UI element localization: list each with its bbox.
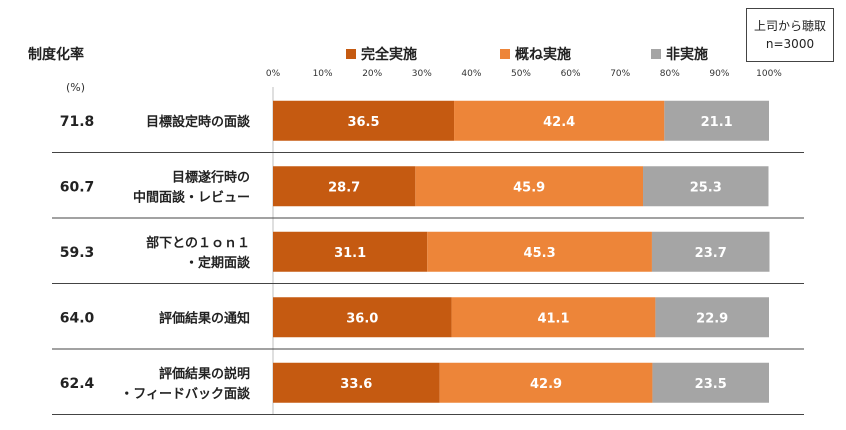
legend-swatch-0 — [346, 49, 356, 59]
legend-label-2: 非実施 — [666, 47, 708, 63]
row-rate-value: 60.7 — [60, 179, 95, 195]
row-rate-value: 71.8 — [60, 114, 95, 130]
category-label: 評価結果の通知 — [159, 310, 250, 326]
bar-segment — [664, 100, 769, 141]
data-label: 31.1 — [334, 246, 366, 261]
data-label: 23.7 — [695, 246, 727, 261]
note-line-1: 上司から聴取 — [753, 19, 826, 33]
bar-segment — [273, 166, 416, 207]
x-tick-label: 40% — [461, 69, 481, 79]
bar-segment — [451, 297, 656, 338]
bar-segment — [273, 231, 428, 272]
category-label: 中間面談・レビュー — [133, 189, 250, 205]
category-label: ・定期面談 — [185, 255, 251, 271]
data-label: 45.9 — [513, 180, 545, 195]
legend-label-1: 概ね実施 — [515, 47, 571, 63]
data-label: 36.5 — [347, 115, 379, 130]
unit-label: (%) — [66, 81, 86, 94]
data-label: 23.5 — [695, 377, 727, 392]
row-rate-value: 59.3 — [60, 245, 95, 261]
x-tick-label: 80% — [660, 69, 680, 79]
x-tick-label: 60% — [561, 69, 581, 79]
x-tick-label: 20% — [362, 69, 382, 79]
data-label: 42.9 — [530, 377, 562, 392]
row-rate-value: 62.4 — [60, 376, 95, 392]
sample-note-box: 上司から聴取 n=3000 — [746, 8, 834, 62]
legend-item-0: 完全実施 — [346, 44, 417, 64]
legend-label-0: 完全実施 — [361, 47, 417, 63]
data-label: 36.0 — [346, 311, 378, 326]
x-tick-label: 50% — [511, 69, 531, 79]
category-label: 目標遂行時の — [172, 169, 250, 185]
x-tick-label: 0% — [266, 69, 281, 79]
data-label: 25.3 — [690, 180, 722, 195]
x-tick-label: 30% — [412, 69, 432, 79]
category-label: 目標設定時の面談 — [146, 114, 251, 130]
data-label: 42.4 — [543, 115, 575, 130]
x-tick-label: 90% — [709, 69, 729, 79]
category-label: 部下との１ｏｎ１ — [146, 235, 250, 251]
bar-segment — [655, 297, 769, 338]
x-tick-label: 70% — [610, 69, 630, 79]
bar-segment — [454, 100, 665, 141]
legend-swatch-2 — [651, 49, 661, 59]
bar-segment — [273, 100, 455, 141]
legend-swatch-1 — [500, 49, 510, 59]
bar-segment — [427, 231, 652, 272]
data-label: 22.9 — [696, 311, 728, 326]
data-label: 45.3 — [524, 246, 556, 261]
data-label: 21.1 — [701, 115, 733, 130]
bar-segment — [651, 231, 770, 272]
legend-item-2: 非実施 — [651, 44, 708, 64]
chart-legend: 完全実施 概ね実施 非実施 — [0, 44, 846, 64]
category-label: 評価結果の説明 — [159, 366, 250, 382]
bar-segment — [415, 166, 644, 207]
bar-segment — [643, 166, 769, 207]
bar-segment — [273, 362, 440, 403]
data-label: 28.7 — [328, 180, 360, 195]
legend-item-1: 概ね実施 — [500, 44, 571, 64]
bar-segment — [273, 297, 452, 338]
bar-segment — [439, 362, 653, 403]
data-label: 33.6 — [340, 377, 372, 392]
row-rate-value: 64.0 — [60, 310, 95, 326]
note-line-2: n=3000 — [765, 37, 815, 51]
bar-segment — [652, 362, 769, 403]
x-tick-label: 10% — [313, 69, 333, 79]
category-label: ・フィードバック面談 — [120, 386, 251, 402]
data-label: 41.1 — [537, 311, 569, 326]
rate-column-title: 制度化率 — [28, 47, 84, 63]
x-tick-label: 100% — [756, 69, 782, 79]
